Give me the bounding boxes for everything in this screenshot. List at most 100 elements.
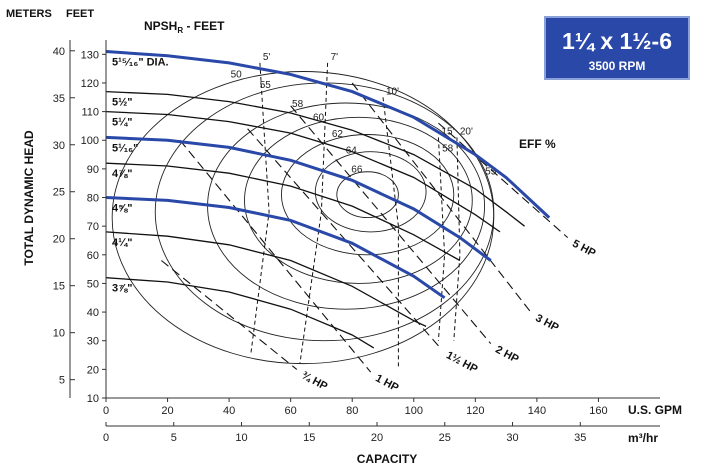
impeller-curve (105, 90, 525, 227)
hp-line-label: 1½ HP (444, 349, 479, 375)
hp-line-label: ¾ HP (299, 369, 329, 393)
m3-tick-label: 0 (103, 432, 109, 444)
feet-tick-label: 50 (87, 278, 99, 290)
efficiency-ring-label: 66 (351, 165, 363, 176)
npsh-line (437, 137, 446, 341)
gpm-tick-label: 140 (528, 405, 546, 417)
impeller-curve-label: 4¼" (112, 237, 133, 249)
title-box: 1¼ x 1½-6 3500 RPM (544, 16, 690, 80)
gpm-tick-label: 40 (223, 405, 235, 417)
npsh-line-label: 20' (460, 126, 473, 137)
efficiency-ring (154, 82, 495, 342)
hp-line-label: 1 HP (373, 372, 400, 394)
meter-tick-label: 30 (53, 140, 65, 152)
impeller-curve (105, 50, 551, 219)
impeller-curve-label: 4⅞" (112, 168, 133, 180)
efficiency-label: 58 (442, 144, 454, 155)
feet-tick-label: 30 (87, 336, 99, 348)
meter-tick-label: 20 (53, 234, 65, 246)
efficiency-ring-label: 58 (292, 99, 304, 110)
hp-line (161, 260, 298, 370)
impeller-curve-label: 3⅞" (112, 283, 133, 295)
m3-tick-label: 20 (371, 432, 383, 444)
title-box-bg (544, 16, 690, 80)
meter-tick-label: 40 (53, 46, 65, 58)
impeller-curve (105, 277, 375, 349)
title-box-speed: 3500 RPM (589, 59, 646, 73)
impeller-curve (105, 135, 492, 262)
hp-line-label: 2 HP (493, 344, 520, 366)
gpm-tick-label: 160 (589, 405, 607, 417)
meter-tick-label: 15 (53, 281, 65, 293)
npsh-line (250, 62, 270, 356)
impeller-curve (105, 196, 446, 300)
m3-tick-label: 25 (439, 432, 451, 444)
m3-tick-label: 35 (574, 432, 586, 444)
npsh-title: NPSHR - FEET (144, 19, 225, 35)
feet-tick-label: 10 (87, 393, 99, 405)
efficiency-ring-label: 62 (332, 129, 344, 140)
efficiency-ring (336, 171, 399, 219)
eff-label: EFF % (519, 137, 556, 151)
gpm-tick-label: 100 (405, 405, 423, 417)
efficiency-ring-label: 55 (260, 80, 272, 91)
npsh-line-label: 10' (386, 86, 399, 97)
feet-tick-label: 80 (87, 193, 99, 205)
hp-line-label: 3 HP (533, 312, 560, 334)
feet-tick-label: 130 (81, 49, 99, 61)
feet-tick-label: 40 (87, 307, 99, 319)
impeller-curve-label: 5¹⁄₁₆" (112, 142, 138, 154)
impeller-curve (105, 110, 501, 233)
npsh-line (382, 97, 399, 370)
feet-tick-label: 90 (87, 164, 99, 176)
header-feet: FEET (66, 8, 94, 20)
meter-tick-label: 25 (53, 187, 65, 199)
y-axis-title: TOTAL DYNAMIC HEAD (22, 130, 36, 266)
m3-tick-label: 15 (303, 432, 315, 444)
hp-line (438, 122, 569, 239)
efficiency-ring (314, 151, 427, 233)
x-axis-title: CAPACITY (357, 452, 417, 466)
efficiency-ring-label: 64 (346, 145, 358, 156)
npsh-line-label: 15' (441, 126, 454, 137)
x-units-gpm: U.S. GPM (628, 403, 682, 417)
meter-tick-label: 35 (53, 93, 65, 105)
feet-tick-label: 120 (81, 78, 99, 90)
feet-tick-label: 20 (87, 364, 99, 376)
npsh-line-label: 7' (331, 52, 339, 63)
gpm-tick-label: 60 (285, 405, 297, 417)
axes: 0 20 40 60 80 100 120 140 160 0 5 10 15 20 25 30 35 10 20 3… (53, 40, 660, 444)
impeller-curves: 5¹⁵⁄₁₆" DIA. 5½" 5¼" 5¹⁄₁₆" 4⅞" 4⅝" 4¼" 3⅞" (105, 50, 551, 349)
hp-line (179, 139, 372, 373)
hp-line-label: 5 HP (570, 238, 597, 260)
impeller-curve-label: 4⅝" (112, 203, 133, 215)
impeller-curve-label: 5½" (112, 97, 133, 109)
title-box-model: 1¼ x 1½-6 (562, 28, 672, 54)
npsh-line (299, 62, 329, 364)
gpm-tick-label: 0 (103, 405, 109, 417)
header-meters: METERS (6, 8, 52, 20)
hp-lines: ¾ HP 1 HP 1½ HP 2 HP 3 HP 5 HP (161, 82, 597, 394)
gpm-tick-label: 20 (161, 405, 173, 417)
meter-tick-label: 5 (59, 375, 65, 387)
m3-tick-label: 5 (171, 432, 177, 444)
m3-tick-label: 30 (506, 432, 518, 444)
x-units-m3: m³/hr (628, 431, 658, 445)
feet-tick-label: 100 (81, 135, 99, 147)
impeller-curve (105, 162, 461, 262)
feet-tick-label: 60 (87, 250, 99, 262)
efficiency-ring (280, 134, 455, 256)
impeller-curve (105, 231, 427, 327)
gpm-tick-label: 80 (346, 405, 358, 417)
efficiency-ring (244, 116, 473, 284)
efficiency-ring-label: 50 (231, 69, 243, 80)
npsh-lines: 5' 7' 10' 15' 20' (250, 52, 473, 370)
feet-tick-label: 110 (81, 107, 99, 119)
meter-tick-label: 10 (53, 328, 65, 340)
npsh-line-label: 5' (263, 52, 271, 63)
m3-tick-label: 10 (235, 432, 247, 444)
hp-line (351, 82, 532, 313)
gpm-tick-label: 120 (466, 405, 484, 417)
